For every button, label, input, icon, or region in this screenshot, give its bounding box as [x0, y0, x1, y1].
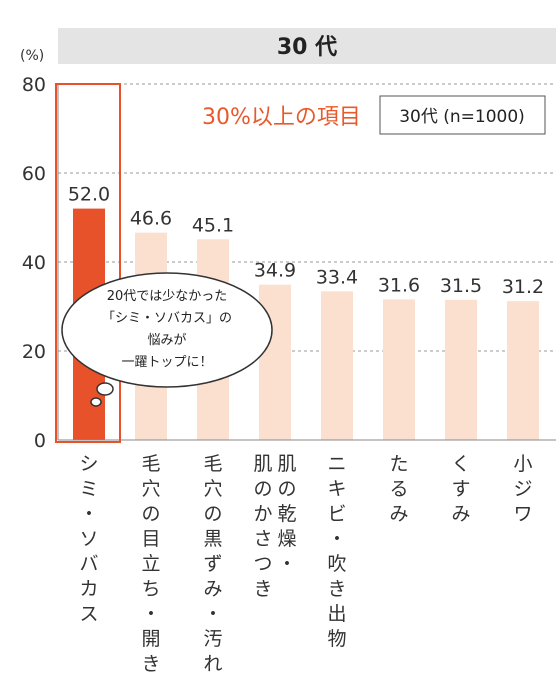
- bar-6: [445, 299, 477, 440]
- y-tick-label-2: 40: [22, 252, 46, 274]
- callout-bubble: 20代では少なかった 「シミ・ソバカス」の 悩みが 一躍トップに！: [61, 272, 273, 407]
- chart-title: 30 代: [277, 35, 337, 60]
- value-label-0: 52.0: [68, 184, 110, 206]
- category-label-3-1: 肌のかさつき: [253, 453, 272, 600]
- legend-box-text: 30代 (n=1000): [399, 107, 525, 127]
- bar-7: [507, 301, 539, 440]
- bar-5: [383, 299, 415, 440]
- value-label-5: 31.6: [378, 274, 420, 296]
- legend-box: [379, 95, 546, 135]
- value-label-3: 34.9: [254, 260, 296, 282]
- value-label-1: 46.6: [130, 208, 172, 230]
- y-tick-labels: 0 20 40 60 80: [22, 74, 46, 452]
- y-axis-unit: (%): [20, 48, 44, 64]
- callout-ellipse: [61, 272, 273, 388]
- y-tick-label-1: 20: [22, 341, 46, 363]
- category-label-5: たるみ: [389, 453, 408, 525]
- category-label-4: ニキビ・吹き出物: [327, 453, 346, 650]
- category-label-1: 毛穴の目立ち・開き: [141, 453, 160, 675]
- y-tick-label-3: 60: [22, 163, 46, 185]
- y-tick-label-0: 0: [34, 430, 46, 452]
- value-label-2: 45.1: [192, 214, 234, 236]
- bar-4: [321, 291, 353, 440]
- category-label-3-0: 肌の乾燥・: [277, 453, 296, 575]
- value-label-4: 33.4: [316, 266, 358, 288]
- callout-dot-small: [90, 397, 102, 407]
- category-label-2: 毛穴の黒ずみ・汚れ: [203, 453, 222, 675]
- y-tick-label-4: 80: [22, 74, 46, 96]
- callout-dot-large: [96, 382, 114, 396]
- category-label-6: くすみ: [451, 453, 470, 525]
- value-labels: 52.0 46.6 45.1 34.9 33.4 31.6 31.5 31.2: [68, 184, 544, 299]
- value-label-6: 31.5: [440, 275, 482, 297]
- legend-label: 30%以上の項目: [202, 105, 361, 130]
- highlight-frame: [55, 83, 121, 443]
- category-label-7: 小ジワ: [513, 453, 532, 525]
- title-band: [58, 28, 556, 64]
- value-label-7: 31.2: [502, 276, 544, 298]
- category-label-0: シミ・ソバカス: [79, 453, 98, 625]
- callout-line-3: 悩みが: [147, 333, 186, 348]
- category-labels: シミ・ソバカス 毛穴の目立ち・開き 毛穴の黒ずみ・汚れ 肌の乾燥・肌のかさつき ニキビ・…: [79, 453, 532, 675]
- callout-line-1: 20代では少なかった: [107, 289, 228, 304]
- callout-line-4: 一躍トップに！: [121, 355, 212, 370]
- callout-line-2: 「シミ・ソバカス」の: [102, 311, 232, 326]
